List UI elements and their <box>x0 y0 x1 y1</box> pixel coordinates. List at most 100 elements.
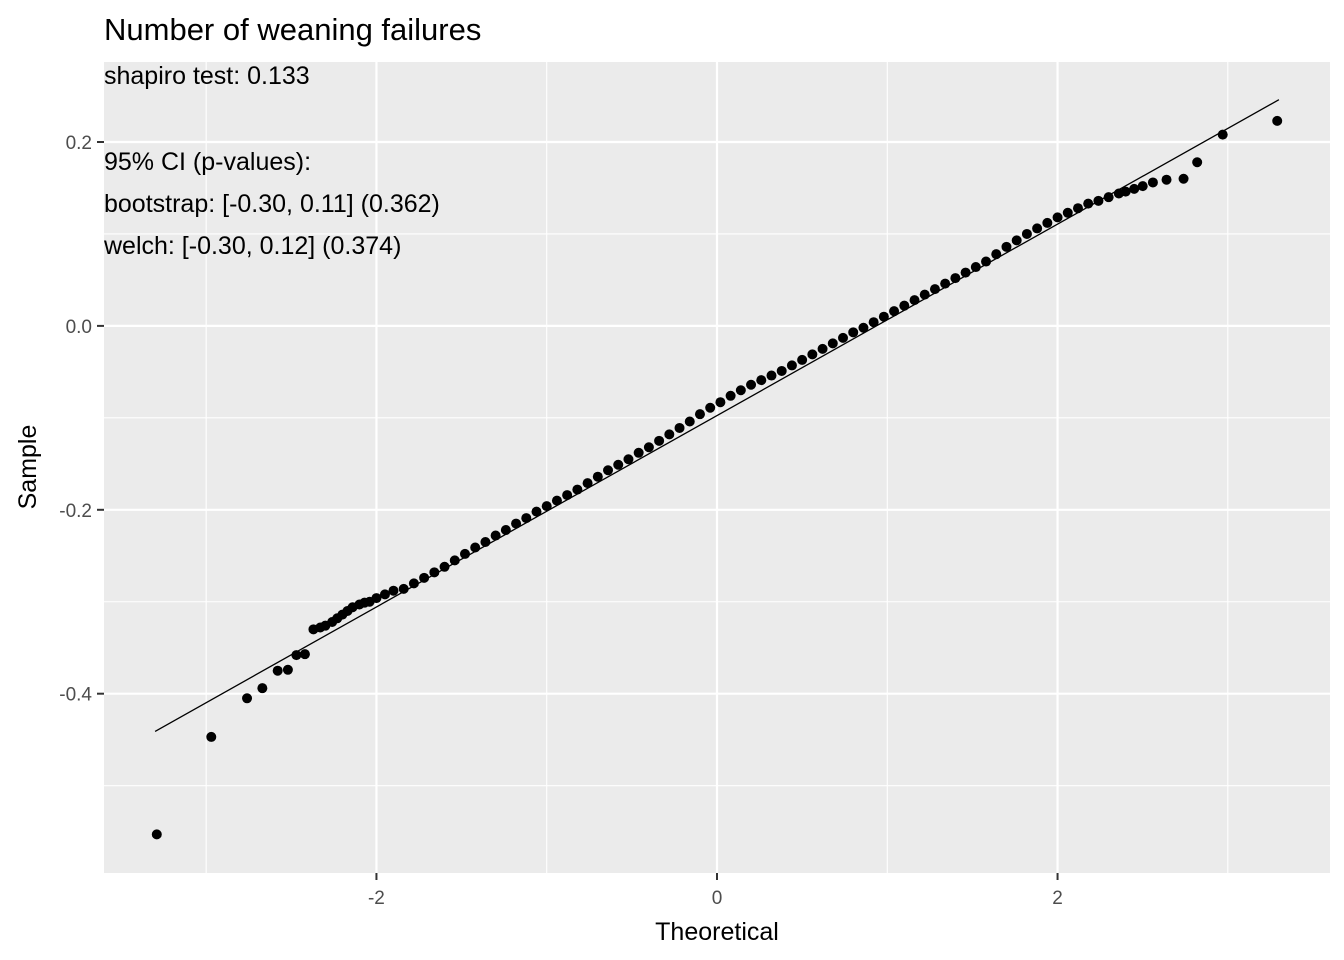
sample-point <box>299 649 310 660</box>
sample-point <box>940 278 951 289</box>
sample-point <box>1052 212 1063 223</box>
sample-point <box>449 555 460 566</box>
sample-point <box>592 471 603 482</box>
x-tick-label: 0 <box>712 888 723 909</box>
sample-point <box>1032 223 1043 234</box>
sample-point <box>562 490 573 501</box>
sample-point <box>408 578 419 589</box>
sample-point <box>776 365 787 376</box>
annotation-welch: welch: [-0.30, 0.12] (0.374) <box>103 232 401 260</box>
sample-point <box>272 665 283 676</box>
sample-point <box>735 385 746 396</box>
sample-point <box>807 349 818 360</box>
annotation-bootstrap: bootstrap: [-0.30, 0.11] (0.362) <box>104 190 440 218</box>
sample-point <box>950 273 961 284</box>
sample-point <box>582 478 593 489</box>
annotation-block: shapiro test: 0.133 95% CI (p-values): b… <box>103 62 440 260</box>
sample-point <box>1083 198 1094 209</box>
sample-point <box>242 693 253 704</box>
sample-point <box>633 447 644 458</box>
y-axis-label: Sample <box>14 425 42 510</box>
sample-point <box>291 650 302 661</box>
sample-point <box>439 561 450 572</box>
sample-point <box>1103 192 1114 203</box>
sample-point <box>684 416 695 427</box>
sample-point <box>715 397 726 408</box>
sample-point <box>419 572 430 583</box>
x-axis-ticks: -2 0 2 <box>368 873 1063 909</box>
sample-point <box>970 262 981 273</box>
sample-point <box>1072 203 1083 214</box>
sample-point <box>858 322 869 333</box>
sample-point <box>643 442 654 453</box>
sample-point <box>838 332 849 343</box>
major-gridlines <box>104 62 1330 873</box>
sample-point <box>1192 157 1203 168</box>
chart-title: Number of weaning failures <box>104 12 481 47</box>
sample-point <box>1021 228 1032 239</box>
sample-point <box>817 343 828 354</box>
sample-point <box>899 300 910 311</box>
sample-point <box>889 306 900 317</box>
sample-point <box>1120 186 1131 197</box>
sample-point <box>572 484 583 495</box>
sample-point <box>398 583 409 594</box>
y-axis-ticks: -0.4 -0.2 0.0 0.2 <box>59 133 104 706</box>
y-tick-label: -0.4 <box>59 685 92 706</box>
sample-point <box>868 317 879 328</box>
sample-point <box>786 360 797 371</box>
sample-points <box>151 115 1283 840</box>
sample-point <box>1042 217 1053 228</box>
sample-point <box>654 435 665 446</box>
sample-point <box>257 683 268 694</box>
sample-point <box>1001 241 1012 252</box>
sample-point <box>1272 115 1283 126</box>
sample-point <box>1217 129 1228 140</box>
sample-point <box>919 289 930 300</box>
sample-point <box>878 311 889 322</box>
sample-point <box>151 829 162 840</box>
sample-point <box>623 454 634 465</box>
x-tick-label: -2 <box>368 888 385 909</box>
x-axis-label: Theoretical <box>655 918 779 946</box>
sample-point <box>797 354 808 365</box>
y-tick-label: -0.2 <box>59 501 92 522</box>
sample-point <box>960 267 971 278</box>
sample-point <box>827 338 838 349</box>
sample-point <box>694 409 705 420</box>
sample-point <box>371 593 382 604</box>
sample-point <box>379 589 390 600</box>
sample-point <box>1093 195 1104 206</box>
sample-point <box>746 379 757 390</box>
sample-point <box>551 495 562 506</box>
sample-point <box>705 402 716 413</box>
sample-point <box>541 501 552 512</box>
sample-point <box>521 513 532 524</box>
sample-point <box>603 465 614 476</box>
sample-point <box>282 664 293 675</box>
sample-point <box>1161 174 1172 185</box>
sample-point <box>1178 173 1189 184</box>
sample-point <box>500 525 511 536</box>
sample-point <box>480 536 491 547</box>
sample-point <box>766 370 777 381</box>
sample-point <box>909 295 920 306</box>
x-tick-label: 2 <box>1052 888 1063 909</box>
sample-point <box>1129 183 1140 194</box>
sample-point <box>981 256 992 267</box>
sample-point <box>1011 235 1022 246</box>
sample-point <box>613 459 624 470</box>
sample-point <box>756 375 767 386</box>
sample-point <box>848 327 859 338</box>
y-tick-label: 0.2 <box>66 133 92 154</box>
sample-point <box>490 530 501 541</box>
sample-point <box>531 506 542 517</box>
sample-point <box>674 422 685 433</box>
sample-point <box>459 548 470 559</box>
sample-point <box>929 284 940 295</box>
sample-point <box>1147 177 1158 188</box>
sample-point <box>664 429 675 440</box>
sample-point <box>470 542 481 553</box>
sample-point <box>388 585 399 596</box>
